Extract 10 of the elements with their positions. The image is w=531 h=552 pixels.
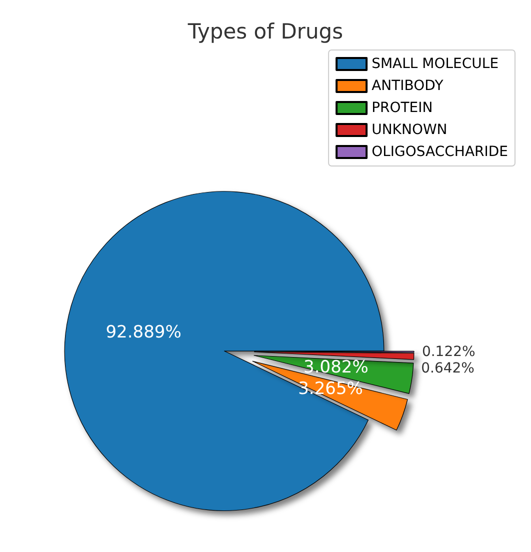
chart-title: Types of Drugs	[186, 20, 344, 44]
data-label: 3.082%	[304, 357, 368, 378]
legend-label: ANTIBODY	[372, 78, 444, 94]
legend-label: OLIGOSACCHARIDE	[372, 144, 508, 160]
data-label: 92.889%	[106, 322, 182, 343]
data-label: 0.122%	[422, 344, 476, 360]
data-label: 0.642%	[421, 360, 474, 376]
legend-label: PROTEIN	[372, 100, 433, 116]
legend-label: UNKNOWN	[372, 122, 448, 138]
legend-label: SMALL MOLECULE	[372, 56, 499, 72]
